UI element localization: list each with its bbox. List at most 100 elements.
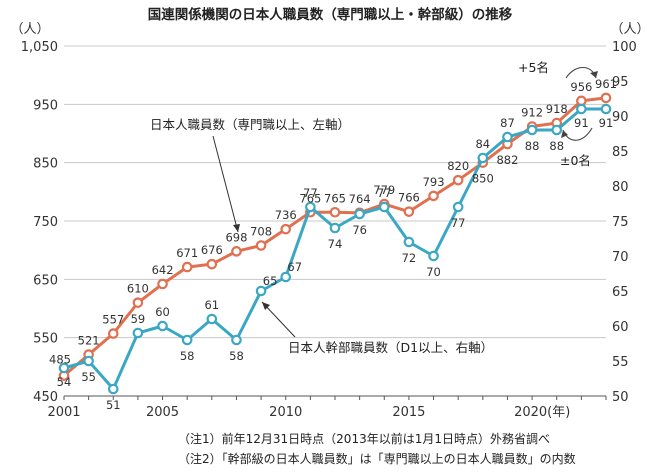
annotation-zero: ±0名 bbox=[560, 153, 591, 168]
series-right-point bbox=[107, 383, 119, 395]
series-name-left-leader bbox=[212, 135, 239, 233]
series-left-label: 521 bbox=[78, 334, 100, 348]
series-left-label: 820 bbox=[447, 159, 469, 173]
x-tick-label: 2020(年) bbox=[514, 405, 570, 420]
series-right-label: 55 bbox=[81, 370, 96, 384]
series-right-label: 59 bbox=[131, 312, 146, 326]
series-right-point bbox=[58, 362, 70, 374]
series-right-label: 72 bbox=[402, 251, 417, 265]
series-left-label: 793 bbox=[423, 175, 445, 189]
series-left-label: 918 bbox=[546, 102, 568, 116]
series-right-point bbox=[354, 208, 365, 220]
y-right-tick: 90 bbox=[612, 110, 629, 125]
series-right-point bbox=[477, 152, 489, 164]
series-right-label: 70 bbox=[426, 265, 441, 279]
series-right-point bbox=[329, 222, 341, 234]
x-tick-label: 2001 bbox=[47, 405, 80, 420]
y-left-tick: 1,050 bbox=[21, 40, 58, 55]
annotation-zero-arrowhead bbox=[561, 130, 568, 138]
series-left-point bbox=[452, 174, 464, 186]
y-right-unit: （人） bbox=[610, 22, 649, 37]
series-left-point bbox=[181, 261, 193, 273]
series-left-point bbox=[600, 92, 612, 104]
series-name-right-arrowhead bbox=[262, 302, 270, 310]
series-right-label: 91 bbox=[599, 116, 614, 130]
series-right-label: 88 bbox=[549, 139, 564, 153]
series-right-point bbox=[157, 320, 168, 332]
series-left-label: 961 bbox=[595, 77, 617, 91]
series-right-point bbox=[428, 250, 439, 262]
series-right-label: 67 bbox=[287, 260, 302, 274]
annotation-plus-arrowhead bbox=[590, 71, 598, 78]
series-right-point bbox=[206, 313, 218, 325]
series-right-point bbox=[255, 285, 267, 297]
series-right-label: 77 bbox=[451, 216, 466, 230]
series-left-label: 671 bbox=[176, 246, 198, 260]
series-left-label: 766 bbox=[398, 191, 420, 205]
series-right-point bbox=[452, 201, 464, 213]
series-left-label: 557 bbox=[102, 313, 124, 327]
series-left-label: 956 bbox=[570, 80, 592, 94]
series-right-label: 77 bbox=[303, 186, 318, 200]
y-right-tick: 70 bbox=[612, 250, 629, 265]
x-tick-label: 2015 bbox=[392, 405, 425, 420]
series-right-label: 60 bbox=[155, 305, 170, 319]
y-right-tick: 65 bbox=[612, 285, 629, 300]
series-left-label: 642 bbox=[152, 263, 174, 277]
series-right-point bbox=[403, 236, 415, 248]
y-right-tick: 55 bbox=[612, 355, 629, 370]
series-left-point bbox=[206, 258, 218, 270]
y-left-tick: 750 bbox=[33, 215, 58, 230]
series-right-label: 54 bbox=[57, 375, 72, 389]
series-right-label: 58 bbox=[180, 349, 195, 363]
series-left-point bbox=[107, 328, 119, 339]
series-right-label: 87 bbox=[500, 116, 515, 130]
note-2: （注2）「幹部級の日本人職員数」は「専門職以上の日本人職員数」の内数 bbox=[178, 451, 576, 466]
grid bbox=[64, 45, 606, 339]
y-right-tick: 50 bbox=[612, 390, 629, 405]
y-left-tick: 950 bbox=[33, 98, 58, 113]
axes: 450 550 650 750 850 950 1,050 50 55 60 65 70 75 80 85 9… bbox=[21, 40, 637, 420]
series-right-point bbox=[576, 103, 587, 115]
y-left-tick: 450 bbox=[33, 390, 58, 405]
series-right-point bbox=[280, 271, 292, 283]
series-left-label: 698 bbox=[225, 230, 247, 244]
series-right-label: 61 bbox=[204, 298, 219, 312]
y-left-tick: 550 bbox=[33, 332, 58, 347]
y-right-tick: 95 bbox=[612, 75, 629, 90]
y-left-tick: 650 bbox=[33, 273, 58, 288]
series-right-label: 77 bbox=[377, 186, 392, 200]
y-right-tick: 85 bbox=[612, 145, 629, 160]
series-right-point bbox=[502, 131, 513, 143]
x-tick-label: 2005 bbox=[146, 405, 179, 420]
series-left-label: 764 bbox=[349, 192, 371, 206]
series-right-label: 76 bbox=[352, 223, 367, 237]
series-left-point bbox=[329, 206, 341, 218]
series-left-label: 676 bbox=[201, 243, 223, 257]
series-left-label: 610 bbox=[127, 282, 149, 296]
series-left-label: 708 bbox=[250, 225, 272, 239]
chart-title: 国連関係機関の日本人職員数（専門職以上・幹部級）の推移 bbox=[148, 6, 513, 23]
annotation-plus: +5名 bbox=[518, 60, 549, 75]
y-left-unit: （人） bbox=[10, 22, 49, 37]
series-name-left: 日本人職員数（専門職以上、左軸） bbox=[150, 117, 350, 132]
series-lines bbox=[58, 92, 612, 395]
series-left-point bbox=[255, 240, 267, 251]
series-right-point bbox=[83, 355, 94, 367]
x-tick-label: 2010 bbox=[269, 405, 302, 420]
series-right-label: 65 bbox=[263, 274, 278, 288]
series-right-point bbox=[551, 124, 563, 136]
series-left-label: 485 bbox=[49, 353, 71, 367]
series-right-point bbox=[231, 334, 242, 346]
series-left-label: 912 bbox=[521, 106, 543, 120]
y-right-tick: 75 bbox=[612, 215, 629, 230]
series-left-label: 850 bbox=[472, 172, 494, 186]
series-left-point bbox=[157, 278, 168, 290]
y-right-tick: 100 bbox=[612, 40, 637, 55]
series-right-label: 51 bbox=[106, 398, 121, 412]
series-left-label: 765 bbox=[324, 191, 346, 205]
series-right-label: 74 bbox=[328, 237, 343, 251]
note-1: （注1）前年12月31日時点（2013年以前は1月1日時点）外務省調べ bbox=[178, 431, 550, 446]
series-left-label: 765 bbox=[299, 191, 321, 205]
